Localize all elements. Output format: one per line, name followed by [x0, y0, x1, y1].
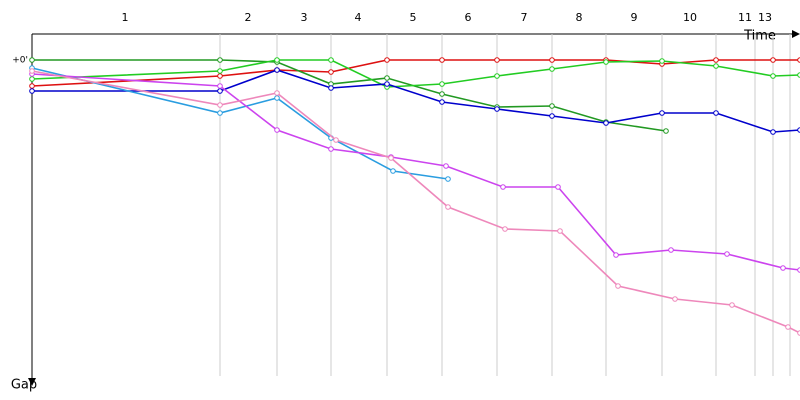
- data-point: [384, 75, 390, 81]
- data-point: [603, 59, 609, 65]
- data-point: [668, 247, 674, 253]
- data-point: [797, 267, 800, 273]
- data-point: [603, 120, 609, 126]
- x-tick-label: 2: [245, 11, 252, 24]
- data-point: [443, 163, 449, 169]
- data-point: [713, 57, 719, 63]
- data-point: [557, 228, 563, 234]
- data-point: [494, 73, 500, 79]
- data-point: [217, 68, 223, 74]
- data-point: [328, 69, 334, 75]
- data-point: [328, 85, 334, 91]
- data-point: [500, 184, 506, 190]
- x-tick-label: 4: [355, 11, 362, 24]
- data-point: [388, 155, 394, 161]
- data-point: [390, 168, 396, 174]
- data-point: [663, 128, 669, 134]
- data-point: [328, 146, 334, 152]
- x-tick-label: 10: [683, 11, 697, 24]
- data-point: [445, 204, 451, 210]
- x-tick-label: 7: [521, 11, 528, 24]
- x-tick-label: 6: [465, 11, 472, 24]
- data-point: [770, 73, 776, 79]
- data-point: [217, 83, 223, 89]
- series-line: [31, 73, 800, 271]
- data-point: [797, 72, 800, 78]
- data-point: [797, 330, 800, 336]
- data-point: [659, 110, 665, 116]
- data-point: [549, 103, 555, 109]
- data-point: [29, 83, 35, 89]
- data-point: [217, 57, 223, 63]
- data-point: [29, 76, 35, 82]
- y-tick-label: +0': [12, 56, 28, 66]
- x-tick-label: 3: [301, 11, 308, 24]
- data-point: [384, 57, 390, 63]
- x-tick-label: 11: [738, 11, 752, 24]
- data-point: [439, 91, 445, 97]
- data-point: [274, 57, 280, 63]
- data-point: [797, 127, 800, 133]
- y-axis-label: Gap: [11, 378, 37, 393]
- data-point: [713, 110, 719, 116]
- x-tick-label: 8: [576, 11, 583, 24]
- data-point: [613, 252, 619, 258]
- data-point: [672, 296, 678, 302]
- data-point: [713, 63, 719, 69]
- data-point: [274, 95, 280, 101]
- data-point: [770, 129, 776, 135]
- data-point: [555, 184, 561, 190]
- data-point: [502, 226, 508, 232]
- data-point: [797, 57, 800, 63]
- data-point: [29, 88, 35, 94]
- x-tick-label: 5: [410, 11, 417, 24]
- data-point: [494, 106, 500, 112]
- x-tick-label: 1: [122, 11, 129, 24]
- series-line: [32, 59, 667, 132]
- data-point: [724, 251, 730, 257]
- data-point: [445, 176, 451, 182]
- data-point: [785, 324, 791, 330]
- series-line: [31, 70, 800, 334]
- data-point: [274, 67, 280, 73]
- x-tick-label: 13: [758, 11, 772, 24]
- data-point: [217, 88, 223, 94]
- series-line: [31, 59, 800, 88]
- data-point: [729, 302, 735, 308]
- data-point: [770, 57, 776, 63]
- data-point: [659, 58, 665, 64]
- data-point: [549, 113, 555, 119]
- data-point: [29, 68, 35, 74]
- data-point: [549, 57, 555, 63]
- x-tick-label: 9: [631, 11, 638, 24]
- x-axis-label: Time: [743, 29, 776, 44]
- data-point: [439, 99, 445, 105]
- data-point: [217, 110, 223, 116]
- data-point: [780, 265, 786, 271]
- data-point: [217, 102, 223, 108]
- series-line: [31, 67, 449, 180]
- data-point: [439, 57, 445, 63]
- data-point: [328, 57, 334, 63]
- data-point: [29, 57, 35, 63]
- data-point: [384, 81, 390, 87]
- data-point: [333, 137, 339, 143]
- data-point: [274, 127, 280, 133]
- data-point: [439, 81, 445, 87]
- data-point: [549, 66, 555, 72]
- data-point: [274, 90, 280, 96]
- data-point: [615, 283, 621, 289]
- data-point: [494, 57, 500, 63]
- data-point: [217, 73, 223, 79]
